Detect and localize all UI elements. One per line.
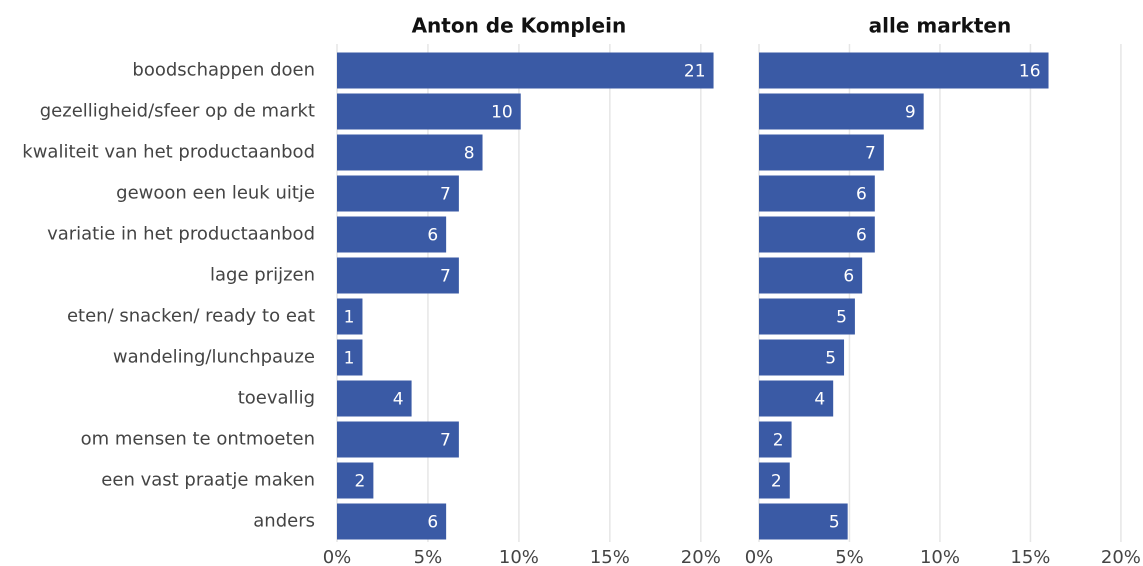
bar (337, 52, 714, 89)
x-tick-label: 15% (1010, 547, 1050, 566)
bar (337, 462, 374, 499)
panel-title: alle markten (869, 14, 1012, 38)
bar (759, 257, 863, 294)
category-label: toevallig (238, 388, 315, 409)
bar (759, 298, 855, 335)
category-label: lage prijzen (210, 265, 315, 286)
x-tick-label: 5% (414, 547, 443, 566)
value-label: 1 (344, 308, 355, 328)
bar (759, 175, 875, 212)
value-label: 5 (825, 349, 836, 369)
value-label: 7 (440, 431, 451, 451)
value-label: 9 (905, 103, 916, 123)
value-label: 6 (427, 513, 438, 533)
bar (337, 380, 412, 417)
bar (759, 134, 884, 171)
category-label: gewoon een leuk uitje (116, 183, 315, 204)
panel-title: Anton de Komplein (412, 14, 627, 38)
category-label: wandeling/lunchpauze (113, 347, 315, 368)
value-label: 8 (464, 144, 475, 164)
x-tick-label: 0% (323, 547, 352, 566)
bar (759, 339, 845, 376)
value-label: 5 (829, 513, 840, 533)
bar (337, 339, 363, 376)
bar (759, 52, 1049, 89)
category-label: eten/ snacken/ ready to eat (67, 306, 315, 327)
x-tick-label: 15% (590, 547, 630, 566)
x-tick-label: 10% (499, 547, 539, 566)
bar (759, 421, 792, 458)
value-label: 5 (836, 308, 847, 328)
category-label: variatie in het productaanbod (47, 224, 315, 245)
bar (337, 298, 363, 335)
value-label: 2 (771, 472, 782, 492)
bar (759, 503, 848, 540)
value-label: 4 (393, 390, 404, 410)
value-label: 21 (684, 62, 706, 82)
category-label: gezelligheid/sfeer op de markt (40, 101, 315, 122)
bar (759, 216, 875, 253)
category-label: een vast praatje maken (101, 470, 315, 491)
value-label: 6 (427, 226, 438, 246)
value-label: 6 (843, 267, 854, 287)
bar (337, 216, 447, 253)
value-label: 7 (865, 144, 876, 164)
value-label: 2 (355, 472, 366, 492)
category-label: kwaliteit van het productaanbod (22, 142, 315, 163)
bar (337, 421, 459, 458)
x-tick-label: 5% (835, 547, 864, 566)
bar (759, 462, 790, 499)
bar (337, 175, 459, 212)
value-label: 4 (814, 390, 825, 410)
value-label: 6 (856, 226, 867, 246)
bar (337, 257, 459, 294)
bar (337, 134, 483, 171)
value-label: 2 (773, 431, 784, 451)
category-label: om mensen te ontmoeten (81, 429, 315, 450)
category-label: anders (253, 511, 315, 532)
value-label: 7 (440, 185, 451, 205)
x-tick-label: 20% (681, 547, 721, 566)
bar (337, 93, 521, 130)
value-label: 7 (440, 267, 451, 287)
x-tick-label: 0% (745, 547, 774, 566)
value-label: 16 (1019, 62, 1041, 82)
bar (337, 503, 447, 540)
category-label: boodschappen doen (132, 60, 315, 81)
x-tick-label: 20% (1101, 547, 1141, 566)
bar (759, 380, 834, 417)
value-label: 6 (856, 185, 867, 205)
value-label: 1 (344, 349, 355, 369)
bar (759, 93, 924, 130)
x-tick-label: 10% (920, 547, 960, 566)
value-label: 10 (491, 103, 513, 123)
